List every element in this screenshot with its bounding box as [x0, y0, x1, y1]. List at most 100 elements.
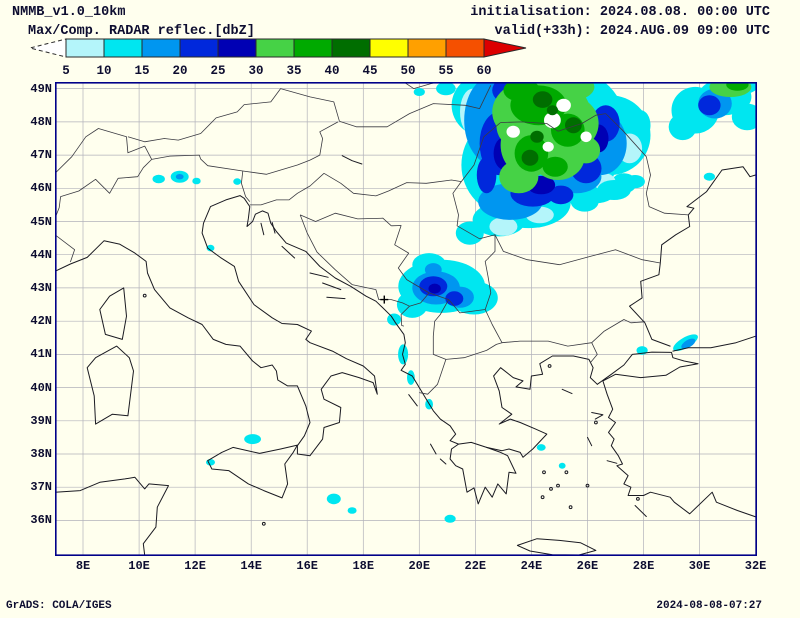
model-title: NMMB_v1.0_10km [12, 5, 126, 20]
colorbar-segment [103, 38, 143, 58]
colorbar-segment [179, 38, 219, 58]
radar-cell [570, 191, 599, 212]
radar-cell [206, 244, 215, 252]
coastline-layer [55, 155, 757, 556]
lat-tick-label: 39N [30, 413, 52, 428]
radar-cell [532, 91, 553, 108]
lat-tick-label: 47N [30, 148, 52, 163]
map-frame [55, 82, 757, 556]
radar-cell [244, 434, 261, 445]
radar-cell [424, 263, 442, 277]
lon-tick-label: 22E [464, 559, 487, 573]
radar-cell [489, 217, 518, 236]
radar-cell [175, 174, 184, 180]
lat-tick-label: 46N [30, 181, 52, 196]
lon-tick-label: 28E [632, 559, 655, 573]
colorbar-tick-label: 60 [476, 64, 491, 78]
radar-cell [444, 514, 456, 523]
lat-tick-label: 44N [30, 247, 52, 262]
radar-cell [326, 493, 341, 505]
radar-cell [206, 459, 215, 466]
colorbar-tick-label: 50 [400, 64, 415, 78]
colorbar-tick-label: 10 [96, 64, 111, 78]
lat-tick-label: 38N [30, 447, 52, 462]
radar-cell [413, 88, 425, 96]
radar-cell [565, 117, 582, 134]
radar-cell [530, 130, 544, 143]
colorbar-tick-label: 15 [134, 64, 149, 78]
colorbar-segment [407, 38, 447, 58]
lon-tick-label: 26E [576, 559, 599, 573]
colorbar-segment [331, 38, 371, 58]
radar-shading-layer [152, 82, 757, 523]
weather-map [55, 82, 757, 556]
radar-cell [698, 95, 721, 116]
radar-cell [726, 82, 749, 91]
lon-tick-label: 18E [352, 559, 375, 573]
colorbar-scale: 5 10 15 20 25 30 35 40 45 50 55 60 [29, 38, 527, 78]
lat-tick-label: 43N [30, 280, 52, 295]
radar-cell [506, 125, 520, 138]
radar-cell [192, 177, 201, 185]
lat-tick-label: 37N [30, 480, 52, 495]
radar-cell [233, 178, 242, 185]
valid-time-label: valid(+33h): 2024.AUG.09 09:00 UTC [494, 24, 770, 39]
radar-cell [558, 462, 566, 469]
colorbar-tick-label: 40 [324, 64, 339, 78]
lon-tick-label: 12E [184, 559, 206, 573]
lon-tick-label: 16E [296, 559, 318, 573]
lat-tick-label: 41N [30, 347, 52, 362]
radar-cell [630, 110, 651, 141]
lon-tick-label: 14E [240, 559, 262, 573]
radar-cell [503, 82, 540, 102]
lon-tick-label: 10E [128, 559, 150, 573]
colorbar-segment [255, 38, 295, 58]
lat-tick-label: 49N [30, 81, 52, 96]
lat-tick-label: 36N [30, 513, 52, 528]
radar-cell [597, 180, 631, 200]
lat-tick-label: 42N [30, 314, 52, 329]
radar-cell [572, 136, 601, 164]
lon-tick-label: 32E [744, 559, 767, 573]
lat-tick-label: 48N [30, 114, 52, 129]
radar-cell [556, 98, 571, 112]
colorbar-tick-label: 45 [362, 64, 377, 78]
radar-cell [387, 313, 402, 326]
radar-cell [436, 82, 456, 96]
radar-cell [347, 507, 357, 514]
colorbar-segment [293, 38, 333, 58]
radar-cell [521, 149, 539, 166]
colorbar-tick-label: 20 [172, 64, 187, 78]
radar-cell [542, 141, 554, 152]
radar-cell [476, 156, 497, 194]
radar-cell [580, 131, 592, 143]
radar-cell [536, 444, 546, 451]
radar-cell [548, 185, 574, 205]
colorbar-segment [445, 38, 485, 58]
radar-cell [546, 105, 558, 116]
colorbar-tail [29, 38, 67, 58]
colorbar-segment [141, 38, 181, 58]
product-title: Max/Comp. RADAR reflec.[dbZ] [28, 24, 255, 39]
radar-cell [445, 291, 464, 306]
colorbar-head [483, 38, 527, 58]
border-layer [55, 82, 689, 395]
lon-tick-label: 8E [75, 559, 91, 573]
radar-cell [731, 103, 757, 131]
lon-tick-label: 30E [688, 559, 711, 573]
creation-timestamp: 2024-08-08-07:27 [656, 600, 762, 612]
colorbar-tick-label: 55 [438, 64, 453, 78]
radar-cell [668, 113, 697, 141]
lat-tick-label: 45N [30, 214, 52, 229]
colorbar-segment [65, 38, 105, 58]
colorbar-segment [217, 38, 257, 58]
grads-credit: GrADS: COLA/IGES [6, 600, 112, 612]
init-time-label: initialisation: 2024.08.08. 00:00 UTC [470, 5, 770, 20]
colorbar-tick-label: 35 [286, 64, 301, 78]
lon-tick-label: 20E [408, 559, 431, 573]
colorbar-tick-label: 25 [210, 64, 225, 78]
radar-cell [681, 338, 696, 349]
station-marker [380, 295, 389, 304]
radar-cell [428, 283, 441, 294]
